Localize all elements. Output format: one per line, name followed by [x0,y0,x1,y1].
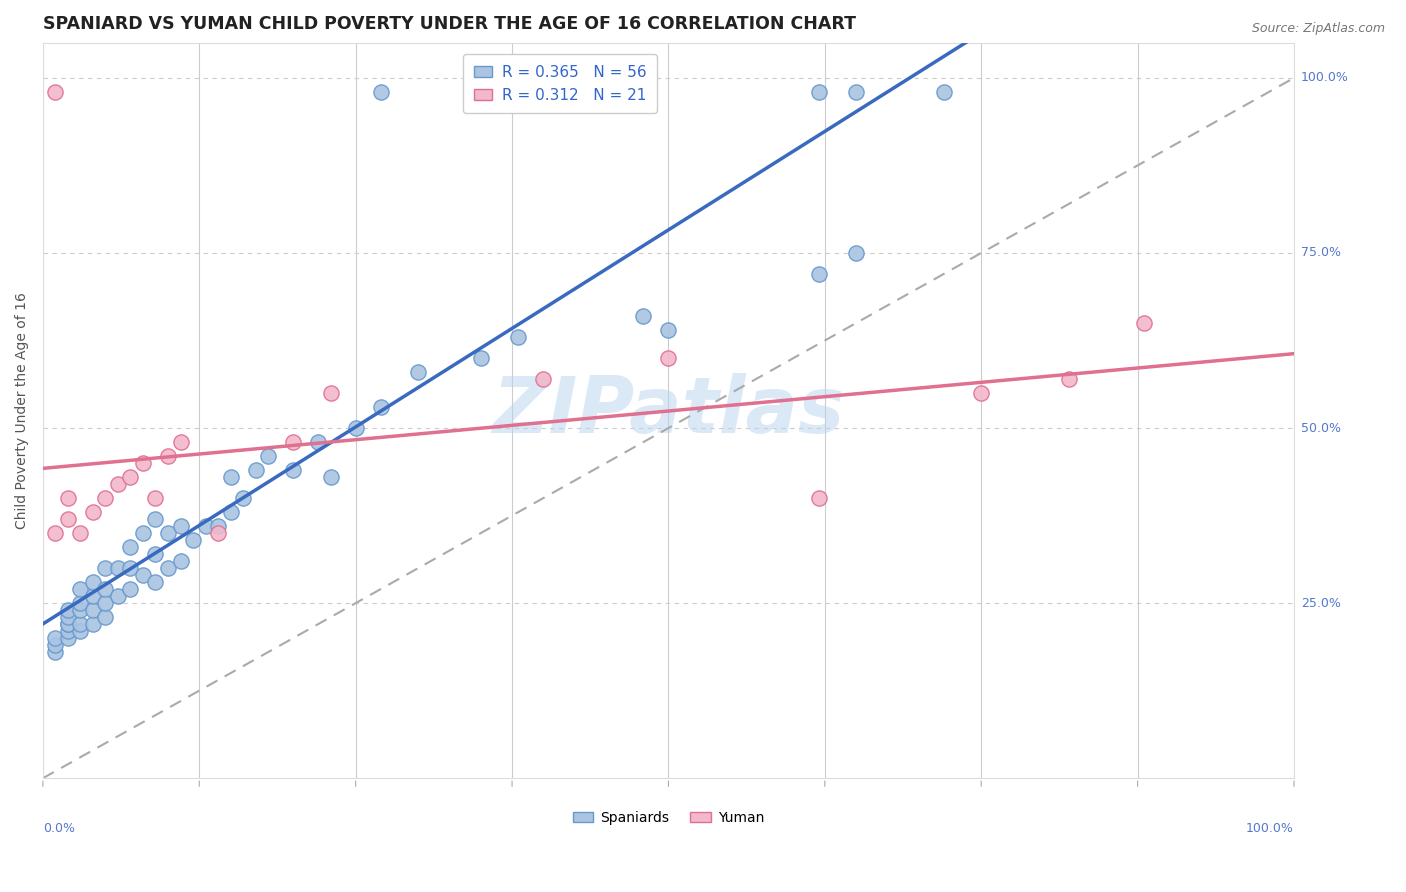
Point [807,85,830,99]
Point [370,400,392,414]
Point [181,533,204,547]
Point [44,85,66,99]
Point [44,645,66,659]
Point [69,617,91,632]
Point [44,631,66,645]
Text: 25.0%: 25.0% [1301,597,1341,609]
Text: ZIPatlas: ZIPatlas [492,373,845,449]
Point [845,85,868,99]
Point [82,617,104,632]
Point [56,603,79,617]
Text: 50.0%: 50.0% [1301,422,1341,434]
Point [807,491,830,505]
Point [145,491,167,505]
Text: 0.0%: 0.0% [44,822,75,835]
Y-axis label: Child Poverty Under the Age of 16: Child Poverty Under the Age of 16 [15,292,30,529]
Point [1133,316,1156,330]
Point [69,596,91,610]
Legend: R = 0.365   N = 56, R = 0.312   N = 21: R = 0.365 N = 56, R = 0.312 N = 21 [464,54,657,113]
Point [807,267,830,281]
Point [156,526,179,541]
Point [145,547,167,561]
Point [344,421,367,435]
Point [94,561,117,575]
Point [657,323,679,337]
Point [120,582,142,596]
Point [970,386,993,401]
Point [207,526,229,541]
Point [633,309,655,323]
Point [132,456,155,470]
Point [82,575,104,590]
Point [657,351,679,365]
Point [94,610,117,624]
Point [1057,372,1080,386]
Text: Source: ZipAtlas.com: Source: ZipAtlas.com [1251,22,1385,36]
Point [82,603,104,617]
Point [69,603,91,617]
Point [557,85,579,99]
Point [508,330,530,344]
Point [319,386,342,401]
Point [107,589,129,603]
Point [94,582,117,596]
Point [508,85,530,99]
Point [370,85,392,99]
Point [107,561,129,575]
Point [406,365,429,379]
Point [56,617,79,632]
Point [232,491,254,505]
Point [56,610,79,624]
Point [307,435,329,450]
Point [845,246,868,260]
Point [44,526,66,541]
Point [107,477,129,491]
Point [169,435,191,450]
Point [169,554,191,568]
Point [44,638,66,652]
Point [932,85,955,99]
Point [120,561,142,575]
Point [145,575,167,590]
Point [319,470,342,484]
Point [69,582,91,596]
Point [156,561,179,575]
Point [94,491,117,505]
Point [281,463,304,477]
Point [82,589,104,603]
Point [531,372,554,386]
Text: SPANIARD VS YUMAN CHILD POVERTY UNDER THE AGE OF 16 CORRELATION CHART: SPANIARD VS YUMAN CHILD POVERTY UNDER TH… [44,15,856,33]
Point [82,505,104,519]
Point [132,568,155,582]
Point [156,449,179,463]
Point [219,505,242,519]
Point [194,519,217,533]
Point [56,491,79,505]
Point [245,463,267,477]
Point [219,470,242,484]
Point [132,526,155,541]
Point [281,435,304,450]
Point [56,512,79,526]
Point [56,617,79,632]
Point [145,512,167,526]
Point [120,540,142,554]
Point [94,596,117,610]
Point [169,519,191,533]
Point [69,526,91,541]
Point [470,351,492,365]
Point [120,470,142,484]
Text: 100.0%: 100.0% [1246,822,1294,835]
Text: 75.0%: 75.0% [1301,246,1341,260]
Point [69,624,91,639]
Point [207,519,229,533]
Point [56,624,79,639]
Point [257,449,280,463]
Text: 100.0%: 100.0% [1301,71,1348,85]
Point [56,631,79,645]
